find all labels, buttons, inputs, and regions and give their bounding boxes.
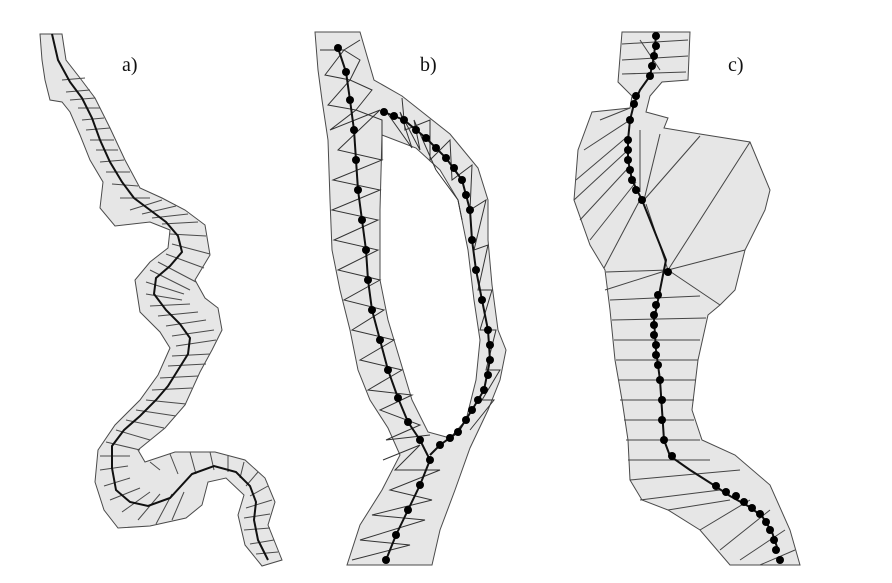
panel-c-nodes — [624, 32, 784, 564]
panel-a-polygon — [39, 33, 283, 567]
panel-c — [573, 31, 801, 566]
panel-c-label: c) — [728, 54, 744, 76]
panel-b-polygon — [314, 31, 507, 566]
panel-b-left-branch — [337, 47, 432, 561]
panel-b-label: b) — [420, 54, 437, 76]
panel-a-centerline — [51, 33, 269, 561]
panel-b — [314, 31, 507, 566]
panel-a-triangulation — [61, 77, 279, 555]
panel-a-label: a) — [122, 54, 138, 76]
panel-c-polygon — [573, 31, 801, 566]
panel-b-nodes — [334, 44, 494, 564]
panel-a — [39, 33, 283, 567]
